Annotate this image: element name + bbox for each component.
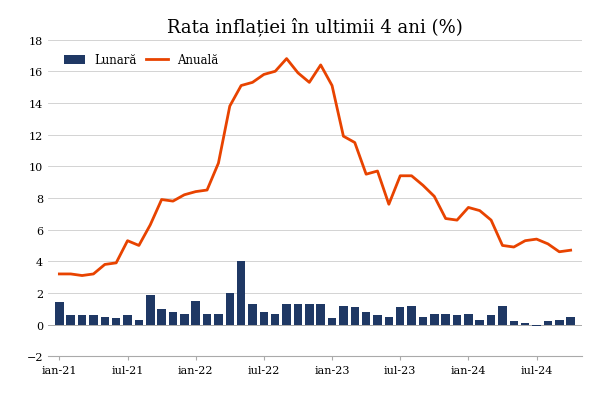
Bar bbox=[498, 306, 507, 325]
Bar bbox=[419, 317, 427, 325]
Bar bbox=[214, 314, 223, 325]
Bar bbox=[293, 304, 302, 325]
Bar bbox=[157, 309, 166, 325]
Legend: Lunară, Anuală: Lunară, Anuală bbox=[59, 49, 223, 72]
Bar bbox=[350, 307, 359, 325]
Bar bbox=[566, 317, 575, 325]
Bar bbox=[260, 312, 268, 325]
Bar bbox=[67, 315, 75, 325]
Bar bbox=[89, 315, 98, 325]
Bar bbox=[407, 306, 416, 325]
Bar bbox=[373, 315, 382, 325]
Bar bbox=[112, 318, 121, 325]
Bar bbox=[191, 301, 200, 325]
Bar bbox=[385, 317, 393, 325]
Bar bbox=[271, 314, 280, 325]
Bar bbox=[101, 317, 109, 325]
Bar bbox=[442, 314, 450, 325]
Bar bbox=[453, 315, 461, 325]
Bar bbox=[226, 293, 234, 325]
Bar bbox=[328, 318, 337, 325]
Bar bbox=[464, 314, 473, 325]
Bar bbox=[509, 322, 518, 325]
Bar bbox=[396, 307, 404, 325]
Bar bbox=[180, 314, 188, 325]
Bar bbox=[339, 306, 347, 325]
Bar bbox=[203, 314, 211, 325]
Bar bbox=[55, 303, 64, 325]
Bar bbox=[430, 314, 439, 325]
Bar bbox=[521, 323, 529, 325]
Bar bbox=[305, 304, 314, 325]
Bar bbox=[544, 322, 552, 325]
Bar bbox=[283, 304, 291, 325]
Bar bbox=[487, 315, 496, 325]
Bar bbox=[248, 304, 257, 325]
Bar bbox=[123, 315, 132, 325]
Bar bbox=[555, 320, 563, 325]
Bar bbox=[237, 262, 245, 325]
Bar bbox=[316, 304, 325, 325]
Title: Rata inflației în ultimii 4 ani (%): Rata inflației în ultimii 4 ani (%) bbox=[167, 17, 463, 36]
Bar bbox=[532, 325, 541, 326]
Bar bbox=[78, 315, 86, 325]
Bar bbox=[362, 312, 370, 325]
Bar bbox=[169, 312, 177, 325]
Bar bbox=[146, 295, 155, 325]
Bar bbox=[475, 320, 484, 325]
Bar bbox=[134, 320, 143, 325]
